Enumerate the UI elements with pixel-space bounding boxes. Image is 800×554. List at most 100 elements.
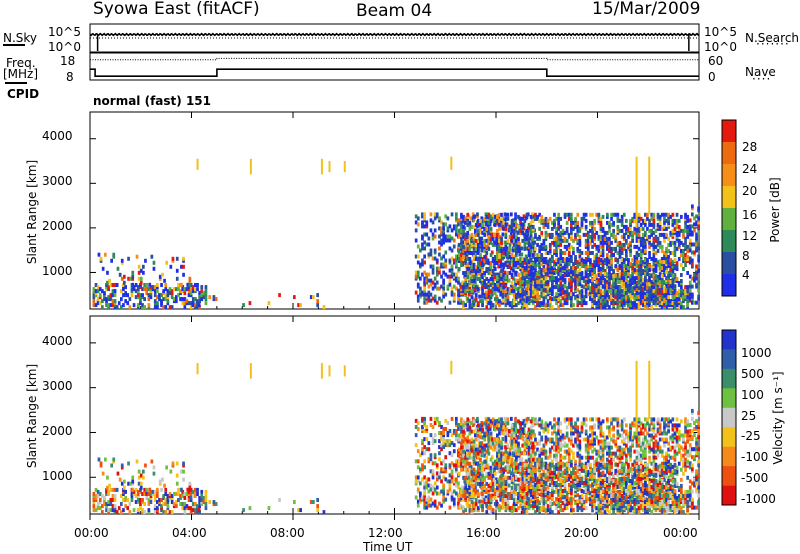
velocity-echo-cell	[438, 475, 441, 480]
power-echo-cell	[629, 274, 632, 279]
power-echo-cell	[688, 256, 692, 261]
power-echo-cell	[183, 297, 187, 302]
power-echo-cell	[622, 286, 626, 291]
power-echo-cell	[508, 287, 512, 292]
power-echo-cell	[510, 273, 514, 277]
velocity-echo-cell	[187, 498, 191, 502]
power-echo-cell	[631, 305, 634, 310]
power-echo-cell	[189, 305, 193, 310]
velocity-echo-cell	[131, 487, 135, 492]
power-echo-cell	[500, 212, 503, 217]
power-echo-cell	[684, 224, 687, 229]
power-echo-cell	[695, 264, 698, 269]
power-echo-cell	[586, 265, 590, 269]
power-echo-cell	[544, 260, 548, 265]
power-echo-cell	[198, 291, 201, 296]
power-echo-cell	[637, 260, 641, 265]
power-echo-cell	[212, 295, 216, 300]
power-echo-cell	[172, 287, 176, 292]
velocity-cbar-tick-neg25: -25	[741, 429, 761, 443]
power-echo-cell	[464, 271, 467, 275]
power-echo-cell	[559, 242, 563, 247]
power-echo-cell	[618, 293, 622, 298]
velocity-echo-cell	[122, 492, 125, 496]
power-echo-cell	[542, 288, 546, 293]
power-echo-streak	[196, 158, 199, 170]
power-echo-cell	[559, 303, 563, 308]
power-echo-cell	[531, 272, 535, 277]
velocity-echo-cell	[109, 508, 113, 513]
power-echo-cell	[591, 212, 594, 217]
power-echo-cell	[153, 299, 157, 304]
velocity-echo-cell	[446, 489, 450, 494]
power-echo-cell	[637, 232, 641, 237]
power-echo-cell	[551, 280, 554, 285]
power-echo-cell	[677, 257, 681, 261]
power-echo-cell	[682, 267, 685, 271]
power-echo-cell	[185, 299, 189, 304]
velocity-echo-cell	[171, 461, 175, 466]
power-echo-cell	[479, 261, 482, 265]
velocity-echo-cell	[455, 467, 458, 472]
power-echo-cell	[648, 288, 651, 293]
velocity-echo-cell	[136, 508, 140, 513]
power-echo-cell	[677, 242, 681, 247]
velocity-echo-cell	[460, 489, 463, 494]
velocity-echo-cell	[531, 416, 534, 421]
power-echo-cell	[625, 224, 628, 229]
power-echo-cell	[431, 286, 435, 291]
power-echo-cell	[557, 220, 560, 225]
power-echo-cell	[416, 216, 420, 221]
power-echo-cell	[606, 272, 609, 277]
power-echo-cell	[686, 218, 689, 223]
power-echo-cell	[557, 236, 560, 241]
velocity-echo-cell	[457, 498, 461, 502]
power-echo-cell	[153, 305, 157, 310]
velocity-echo-cell	[416, 475, 420, 480]
power-echo-cell	[633, 226, 637, 231]
power-echo-cell	[107, 285, 110, 290]
power-echo-cell	[546, 280, 550, 285]
power-echo-cell	[479, 253, 482, 257]
power-echo-cell	[421, 258, 424, 263]
power-echo-cell	[553, 276, 556, 281]
velocity-echo-cell	[160, 504, 163, 509]
velocity-echo-cell	[423, 501, 426, 506]
power-echo-cell	[601, 226, 605, 231]
power-echo-cell	[673, 305, 677, 310]
power-echo-cell	[531, 236, 535, 241]
power-echo-cell	[608, 228, 611, 233]
power-echo-cell	[686, 234, 689, 239]
velocity-echo-cell	[94, 487, 98, 492]
power-echo-cell	[508, 265, 512, 269]
power-echo-cell	[641, 249, 645, 253]
velocity-echo-cell	[96, 504, 100, 509]
velocity-echo-cell	[194, 508, 197, 513]
power-echo-cell	[582, 216, 586, 221]
power-echo-cell	[466, 285, 470, 290]
power-echo-cell	[671, 269, 675, 273]
power-echo-cell	[686, 303, 689, 308]
power-echo-cell	[498, 249, 501, 253]
power-echo-cell	[599, 216, 603, 221]
velocity-echo-cell	[429, 416, 433, 421]
velocity-echo-cell	[514, 421, 517, 425]
power-echo-cell	[440, 226, 443, 231]
power-echo-cell	[695, 276, 698, 281]
power-echo-cell	[208, 295, 212, 300]
power-echo-cell	[468, 285, 472, 290]
power-echo-cell	[94, 303, 98, 308]
power-echo-cell	[141, 287, 144, 292]
power-echo-cell	[586, 268, 590, 273]
power-echo-cell	[697, 280, 700, 285]
velocity-echo-cell	[433, 481, 437, 486]
power-echo-cell	[660, 244, 664, 249]
power-echo-cell	[460, 285, 463, 290]
velocity-echo-cell	[152, 471, 156, 476]
power-echo-cell	[450, 256, 454, 261]
velocity-echo-cell	[423, 429, 426, 433]
power-echo-cell	[637, 286, 641, 291]
power-echo-cell	[684, 253, 687, 257]
power-echo-cell	[603, 240, 607, 245]
power-echo-cell	[525, 214, 529, 219]
